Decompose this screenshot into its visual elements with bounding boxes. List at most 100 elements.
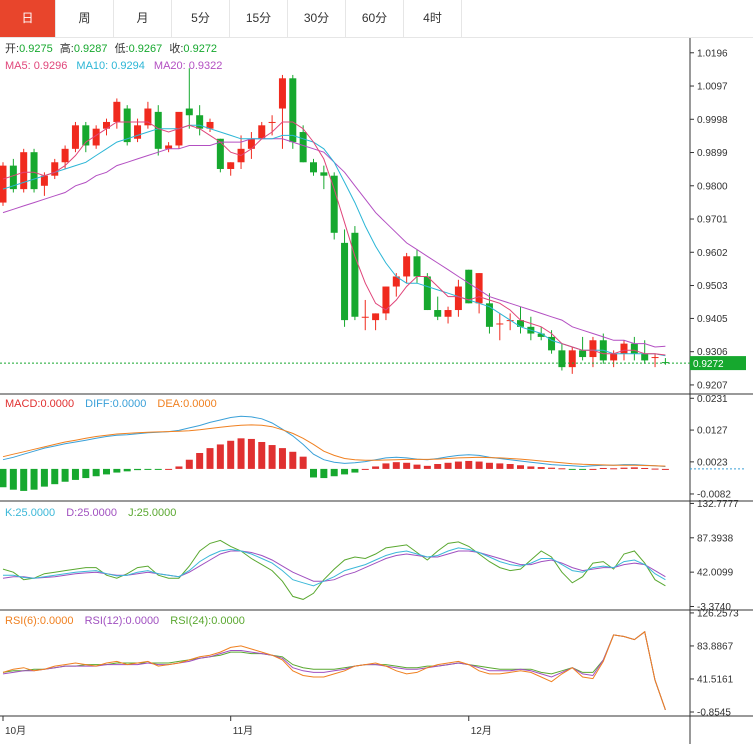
tab-30min[interactable]: 30分 [288,0,346,37]
candle-body [434,310,442,317]
price-tick-label: 1.0097 [697,82,728,93]
rsi-tick-label: 126.2573 [697,608,739,619]
candle-body [40,175,48,186]
high-label: 高: [60,41,74,55]
macd-bar [206,448,214,469]
ma10-value: 0.9294 [111,60,145,72]
macd-bar [71,468,79,480]
kdj-tick-label: 132.7777 [697,499,739,510]
macd-bar [154,468,162,470]
kline-chart[interactable]: 1.0196 1.0097 0.9998 0.9899 0.9800 0.9701 0.96… [0,38,753,752]
macd-bar [506,464,514,469]
macd-bar [165,468,173,470]
macd-bar [30,468,38,490]
rsi24-label: RSI(24): [170,615,211,627]
candle-body [361,316,369,318]
macd-bar [548,467,556,469]
candle-body [465,269,473,304]
macd-bar [361,468,369,470]
ma-legend: MA5: 0.9296 MA10: 0.9294 MA20: 0.9322 [5,60,222,72]
macd-bar [630,467,638,469]
macd-bar [537,467,545,469]
price-tick-label: 0.9503 [697,281,728,292]
candle-body [268,121,276,123]
rsi12-line [2,630,666,710]
open-label: 开: [5,43,19,55]
tab-week[interactable]: 周 [56,0,114,37]
period-tabs: 日 周 月 5分 15分 30分 60分 4时 [0,0,753,37]
price-tick-label: 0.9800 [697,181,728,192]
kdj-panel [2,539,666,600]
tab-day[interactable]: 日 [0,0,56,37]
macd-bar [558,468,566,470]
macd-bar [465,460,473,469]
macd-bar [227,440,235,469]
last-price-value: 0.9272 [693,359,724,370]
date-tick-label: 10月 [5,725,26,737]
candle-body [196,115,204,129]
tab-month[interactable]: 月 [114,0,172,37]
date-tick-label: 11月 [233,725,253,737]
d-label: D: [66,507,77,519]
macd-tick-label: 0.0231 [697,394,728,405]
macd-bar [423,465,431,469]
candle-body [92,128,100,146]
macd-bar [92,468,100,477]
macd-bar [40,468,48,487]
macd-bar [527,466,535,469]
macd-bar [0,468,7,488]
candle-body [216,138,224,169]
candle-body [382,286,390,314]
candle-body [9,165,17,190]
macd-panel [0,415,745,491]
price-tick-label: 1.0196 [697,48,728,59]
macd-bar [320,468,328,479]
macd-bar [341,468,349,475]
j-value: 25.0000 [137,507,177,519]
low-label: 低: [115,42,129,55]
macd-tick-label: 0.0023 [697,457,728,468]
macd-bar [661,468,669,470]
tab-15min[interactable]: 15分 [230,0,288,37]
candle-body [651,357,659,359]
candle-body [71,125,79,149]
macd-bar [517,465,524,469]
candle-body [258,125,266,139]
candle-body [165,145,173,149]
candle-body [403,256,411,277]
close-value: 0.9272 [183,43,217,55]
candle-body [517,320,524,327]
rsi-tick-label: -0.8545 [697,707,731,718]
macd-tick-label: -0.0082 [697,489,731,500]
candle-body [206,121,214,129]
tab-5min[interactable]: 5分 [172,0,230,37]
tab-60min[interactable]: 60分 [346,0,404,37]
kdj-tick-label: -3.3740 [697,602,731,613]
macd-bar [444,462,452,469]
macd-bar [51,468,59,485]
rsi6-label: RSI(6): [5,615,40,627]
macd-bar [185,459,193,469]
macd-bar [382,463,390,469]
date-tick-label: 12月 [471,725,492,737]
macd-bar [61,468,69,482]
tab-4h[interactable]: 4时 [404,0,462,37]
dea-label: DEA: [157,398,183,410]
macd-bar [641,467,649,469]
macd-bar [175,466,183,469]
diff-line [2,415,666,468]
macd-bar [278,448,286,469]
price-tick-label: 0.9207 [697,380,728,391]
candle-body [630,343,638,354]
candle-body [341,242,349,321]
candle-body [537,333,545,337]
macd-bar [372,466,380,469]
macd-label: MACD: [5,398,40,410]
macd-bar [123,468,131,472]
ma5-line [2,121,666,356]
rsi24-line [2,630,666,710]
macd-bar [268,445,276,469]
candle-body [641,353,649,361]
candle-body [82,125,90,146]
macd-bar [651,468,659,470]
